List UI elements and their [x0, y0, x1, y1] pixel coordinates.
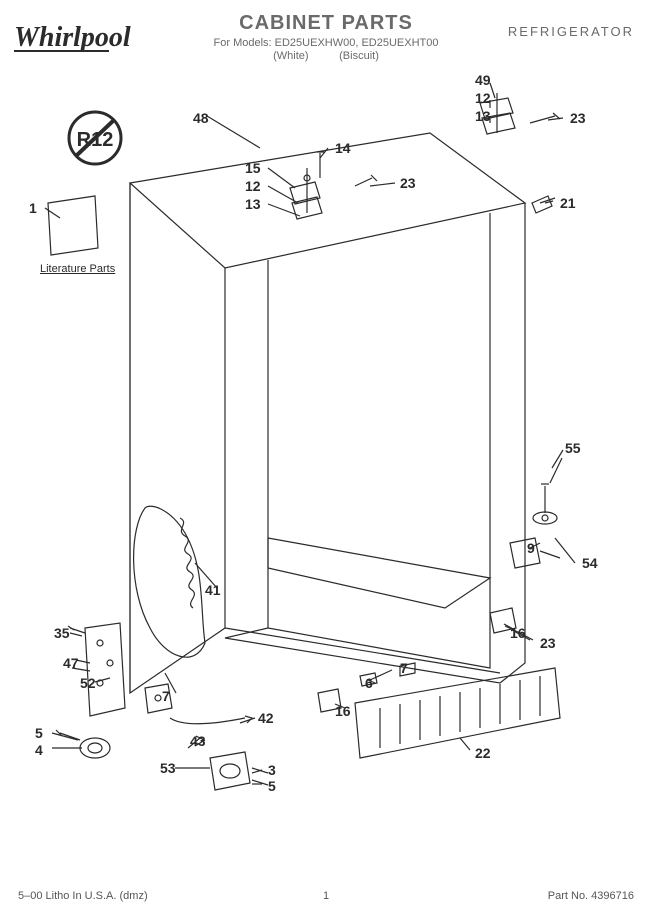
- callout-5: 5: [268, 778, 276, 794]
- callout-42: 42: [258, 710, 274, 726]
- callout-21: 21: [560, 195, 576, 211]
- footer-page-number: 1: [323, 890, 329, 902]
- callout-1: 1: [29, 200, 37, 216]
- callout-16: 16: [510, 625, 526, 641]
- callout-48: 48: [193, 110, 209, 126]
- logo-underline: [14, 50, 109, 52]
- callout-52: 52: [80, 675, 96, 691]
- diagram-svg: R12: [0, 68, 652, 868]
- callout-6: 6: [365, 675, 373, 691]
- footer-part-number: Part No. 4396716: [548, 890, 634, 902]
- callout-23: 23: [400, 175, 416, 191]
- footer-litho: 5–00 Litho In U.S.A. (dmz): [18, 890, 148, 902]
- callout-9: 9: [527, 540, 535, 556]
- colors-line: (White) (Biscuit): [273, 50, 379, 62]
- callout-13: 13: [245, 196, 261, 212]
- callout-43: 43: [190, 733, 206, 749]
- callout-5: 5: [35, 725, 43, 741]
- product-type: REFRIGERATOR: [508, 24, 634, 39]
- callout-55: 55: [565, 440, 581, 456]
- callout-47: 47: [63, 655, 79, 671]
- callout-12: 12: [475, 90, 491, 106]
- callout-15: 15: [245, 160, 261, 176]
- callout-23: 23: [540, 635, 556, 651]
- callout-22: 22: [475, 745, 491, 761]
- callout-54: 54: [582, 555, 598, 571]
- exploded-diagram: R12: [0, 68, 652, 868]
- page-title: CABINET PARTS: [239, 12, 413, 35]
- callout-7: 7: [400, 660, 408, 676]
- callout-41: 41: [205, 582, 221, 598]
- callout-53: 53: [160, 760, 176, 776]
- callout-35: 35: [54, 625, 70, 641]
- callout-23: 23: [570, 110, 586, 126]
- callout-7: 7: [162, 688, 170, 704]
- callout-14: 14: [335, 140, 351, 156]
- models-line: For Models: ED25UEXHW00, ED25UEXHT00: [214, 36, 439, 50]
- literature-parts-label: Literature Parts: [40, 263, 115, 275]
- callout-4: 4: [35, 742, 43, 758]
- callout-13: 13: [475, 108, 491, 124]
- callout-12: 12: [245, 178, 261, 194]
- callout-3: 3: [268, 762, 276, 778]
- callout-16: 16: [335, 703, 351, 719]
- callout-49: 49: [475, 72, 491, 88]
